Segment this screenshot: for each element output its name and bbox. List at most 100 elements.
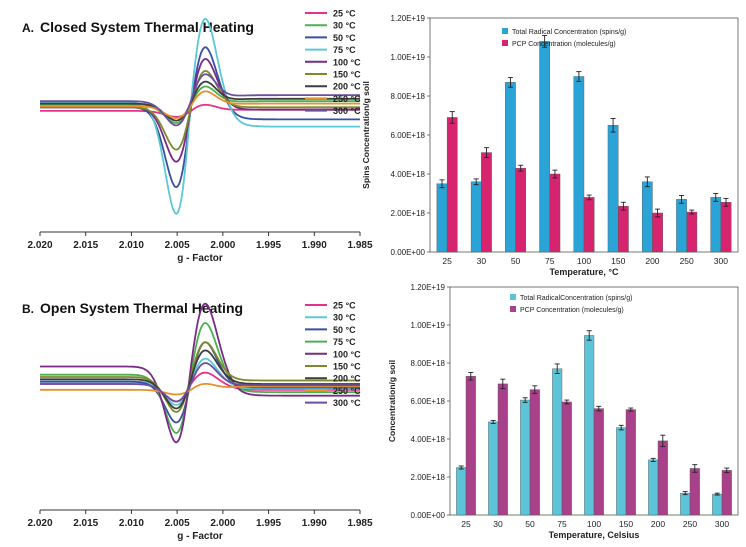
x-tick-label: 200 (651, 519, 665, 529)
bar (686, 211, 698, 253)
x-tick-label: 2.010 (119, 518, 144, 529)
esr-chart-0: A. Closed System Thermal Heating 2.020 2.01… (22, 9, 373, 265)
x-tick-label: 75 (545, 256, 555, 266)
legend-label: 50 °C (333, 33, 356, 43)
bar (456, 467, 467, 516)
x-tick-label: 1.995 (256, 240, 281, 251)
bar (607, 125, 619, 253)
x-tick-label: 50 (525, 519, 535, 529)
y-tick-label: 8.00E+18 (411, 359, 446, 368)
x-tick-label: 300 (715, 519, 729, 529)
bar (505, 82, 516, 253)
y-tick-label: 0.00E+00 (391, 248, 426, 257)
legend-label: 30 °C (333, 21, 356, 31)
x-tick-label: 30 (477, 256, 487, 266)
legend-label: 25 °C (333, 301, 356, 311)
series-line (40, 70, 360, 151)
bar (436, 183, 448, 253)
legend-label: 150 °C (333, 70, 361, 80)
x-axis-label: Temperature, Celsius (549, 530, 640, 540)
legend-swatch (510, 294, 516, 300)
y-tick-label: 8.00E+18 (391, 92, 426, 101)
panel-label: A. (22, 21, 34, 35)
legend-label: 50 °C (333, 325, 356, 335)
legend-label: 150 °C (333, 362, 361, 372)
bar (680, 492, 691, 516)
legend-swatch (502, 40, 508, 46)
legend-label: 250 °C (333, 94, 361, 104)
x-tick-label: 200 (645, 256, 659, 266)
x-tick-label: 150 (611, 256, 625, 266)
bar (710, 197, 722, 253)
x-tick-label: 30 (493, 519, 503, 529)
bar (539, 41, 550, 253)
legend-label: 75 °C (333, 337, 356, 347)
y-tick-label: 0.00E+00 (411, 511, 446, 520)
legend-label: 100 °C (333, 349, 361, 359)
x-tick-label: 25 (461, 519, 471, 529)
x-axis-label: Temperature, °C (550, 267, 619, 277)
legend-label: 30 °C (333, 313, 356, 323)
x-tick-label: 2.005 (165, 518, 190, 529)
bar (470, 181, 482, 253)
legend-label: Total RadicalConcentration (spins/g) (520, 295, 632, 302)
legend-label: 100 °C (333, 57, 361, 67)
x-tick-label: 100 (587, 519, 601, 529)
y-tick-label: 2.00E+18 (411, 473, 446, 482)
series-line (40, 85, 360, 124)
bar (625, 409, 636, 516)
legend-label: 25 °C (333, 9, 356, 19)
bar (584, 335, 595, 516)
bar (689, 468, 700, 516)
series-line (40, 73, 360, 127)
bar (720, 202, 732, 253)
bar (676, 199, 687, 253)
chart-title: Open System Thermal Heating (40, 300, 243, 316)
y-tick-label: 1.20E+19 (411, 283, 446, 292)
y-axis-label: Concentration/g soil (387, 360, 397, 442)
bar (529, 389, 540, 516)
bar (657, 440, 668, 516)
x-tick-label: 25 (442, 256, 452, 266)
esr-chart-2: B. Open System Thermal Heating 2.020 2.015 2… (22, 300, 373, 542)
bar (648, 459, 659, 516)
x-tick-label: 75 (557, 519, 567, 529)
legend-label: 300 °C (333, 106, 361, 116)
x-tick-label: 2.020 (27, 240, 52, 251)
series-line (40, 382, 360, 396)
y-tick-label: 1.00E+19 (391, 53, 426, 62)
x-axis-label: g - Factor (177, 253, 223, 264)
x-tick-label: 2.015 (73, 240, 98, 251)
x-tick-label: 1.985 (347, 518, 372, 529)
legend-swatch (510, 306, 516, 312)
bar (641, 181, 653, 253)
legend-label: 250 °C (333, 386, 361, 396)
bar (520, 399, 531, 516)
series-line (40, 341, 360, 413)
bar (515, 167, 527, 253)
x-axis-label: g - Factor (177, 531, 223, 542)
series-line (40, 302, 360, 444)
x-tick-label: 250 (680, 256, 694, 266)
x-tick-label: 1.990 (302, 518, 327, 529)
bar (446, 117, 458, 253)
bar (618, 205, 629, 253)
bar (593, 408, 604, 516)
x-tick-label: 2.000 (210, 240, 235, 251)
series-line (40, 17, 360, 215)
y-tick-label: 4.00E+18 (391, 170, 426, 179)
y-tick-label: 1.00E+19 (411, 321, 446, 330)
legend-label: 200 °C (333, 374, 361, 384)
y-tick-label: 2.00E+18 (391, 209, 426, 218)
y-tick-label: 6.00E+18 (411, 397, 446, 406)
x-tick-label: 2.015 (73, 518, 98, 529)
legend-label: PCP Concentration (molecules/g) (512, 41, 616, 48)
bar (583, 197, 595, 253)
x-tick-label: 1.985 (347, 240, 372, 251)
x-tick-label: 100 (577, 256, 591, 266)
legend-label: 300 °C (333, 398, 361, 408)
bar (497, 383, 508, 516)
series-line (40, 90, 360, 119)
bar-chart-1: 0.00E+00 2.00E+18 4.00E+18 6.00E+18 8.00E+18… (361, 14, 739, 277)
